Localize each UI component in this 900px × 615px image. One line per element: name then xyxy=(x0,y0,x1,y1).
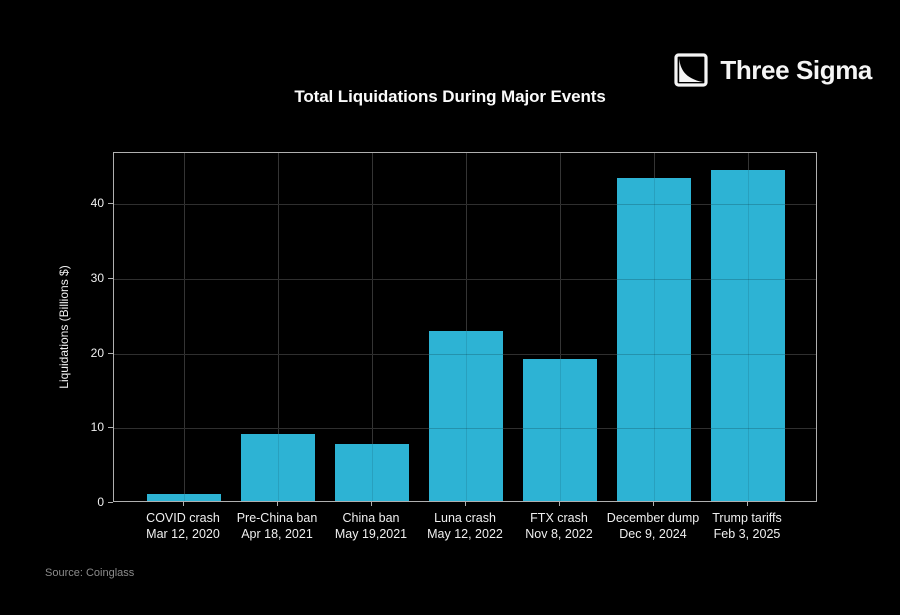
v-gridline-2 xyxy=(372,153,373,501)
source-caption: Source: Coinglass xyxy=(45,567,135,579)
v-gridline-overlay-4 xyxy=(560,153,561,501)
x-tick-mark-5 xyxy=(653,502,654,506)
bar-covid-crash xyxy=(147,493,221,501)
y-tick-mark-10 xyxy=(108,427,113,429)
v-gridline-overlay-1 xyxy=(278,153,279,501)
bar-december-dump xyxy=(617,178,691,501)
v-gridline-1 xyxy=(278,153,279,501)
x-tick-mark-2 xyxy=(371,502,372,506)
y-tick-mark-40 xyxy=(108,203,113,205)
bar-trump-tariffs xyxy=(711,170,785,501)
h-gridline-overlay-40 xyxy=(114,204,816,206)
h-gridline-40 xyxy=(114,204,816,206)
x-tick-mark-6 xyxy=(747,502,748,506)
three-sigma-logo-text: Three Sigma xyxy=(720,55,872,85)
x-tick-label-5: December dump Dec 9, 2024 xyxy=(606,511,700,541)
v-gridline-overlay-0 xyxy=(184,153,185,501)
v-gridline-overlay-5 xyxy=(654,153,655,501)
y-tick-label-0: 0 xyxy=(97,495,104,509)
h-gridline-overlay-10 xyxy=(114,428,816,430)
h-gridline-overlay-30 xyxy=(114,278,816,280)
x-tick-mark-1 xyxy=(277,502,278,506)
overlay-grid-layer xyxy=(114,153,816,501)
x-tick-label-6: Trump tariffs Feb 3, 2025 xyxy=(712,511,782,541)
bar-layer xyxy=(114,153,816,501)
v-gridline-4 xyxy=(560,153,561,501)
three-sigma-logo: Three Sigma xyxy=(674,53,872,87)
x-tick-mark-4 xyxy=(559,502,560,506)
x-tick-label-4: FTX crash Nov 8, 2022 xyxy=(525,511,593,541)
bar-china-ban xyxy=(335,444,409,501)
v-gridline-overlay-6 xyxy=(748,153,749,501)
h-gridline-30 xyxy=(114,278,816,280)
h-gridline-overlay-20 xyxy=(114,353,816,355)
plot-area xyxy=(113,152,817,502)
y-tick-label-40: 40 xyxy=(90,196,104,211)
x-tick-mark-0 xyxy=(183,502,184,506)
y-tick-label-10: 10 xyxy=(90,420,104,435)
v-gridline-overlay-2 xyxy=(372,153,373,501)
y-tick-label-30: 30 xyxy=(90,270,104,285)
y-tick-mark-20 xyxy=(108,352,113,354)
chart-title: Total Liquidations During Major Events xyxy=(294,87,606,106)
three-sigma-logo-icon xyxy=(674,53,708,87)
y-tick-label-20: 20 xyxy=(90,345,104,360)
v-gridline-overlay-3 xyxy=(466,153,467,501)
v-gridline-0 xyxy=(184,153,185,501)
y-axis-title: Liquidations (Billions $) xyxy=(57,265,71,389)
x-tick-mark-3 xyxy=(465,502,466,506)
bar-ftx-crash xyxy=(523,359,597,501)
v-gridline-3 xyxy=(466,153,467,501)
y-tick-mark-0 xyxy=(108,502,113,503)
x-tick-label-3: Luna crash May 12, 2022 xyxy=(427,511,503,541)
x-tick-label-1: Pre-China ban Apr 18, 2021 xyxy=(236,511,318,541)
x-tick-label-0: COVID crash Mar 12, 2020 xyxy=(146,511,220,541)
x-tick-label-2: China ban May 19,2021 xyxy=(334,511,408,541)
y-tick-mark-30 xyxy=(108,277,113,279)
bar-pre-china-ban xyxy=(241,433,315,501)
bar-luna-crash xyxy=(429,330,503,501)
